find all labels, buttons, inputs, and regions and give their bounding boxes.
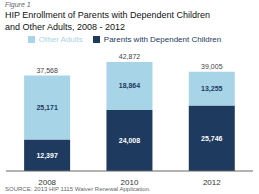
svg-text:25,171: 25,171 (36, 104, 58, 112)
svg-text:39,005: 39,005 (201, 63, 223, 70)
html-text:Other Adults: Other Adults (38, 35, 83, 44)
svg-text:13,255: 13,255 (201, 85, 223, 93)
html-text:Figure 1: Figure 1 (5, 1, 31, 8)
svg-text:12,397: 12,397 (36, 152, 58, 160)
svg-text:25,746: 25,746 (201, 135, 223, 143)
svg-text:18,864: 18,864 (119, 82, 141, 90)
svg-text:2012: 2012 (203, 178, 221, 185)
html-text:SOURCE: 2013 HIP 1115 Waiver R: SOURCE: 2013 HIP 1115 Waiver Renewal App… (5, 186, 151, 192)
svg-text:37,568: 37,568 (36, 67, 58, 74)
html-text:HIP Enrollment of Parents with: HIP Enrollment of Parents with Dependent… (5, 10, 210, 32)
svg-text:2010: 2010 (121, 178, 139, 185)
html-text:Parents with Dependent Childre: Parents with Dependent Children (103, 35, 222, 44)
svg-text:2008: 2008 (38, 178, 56, 185)
svg-text:24,008: 24,008 (119, 137, 141, 145)
svg-text:42,872: 42,872 (119, 53, 141, 60)
